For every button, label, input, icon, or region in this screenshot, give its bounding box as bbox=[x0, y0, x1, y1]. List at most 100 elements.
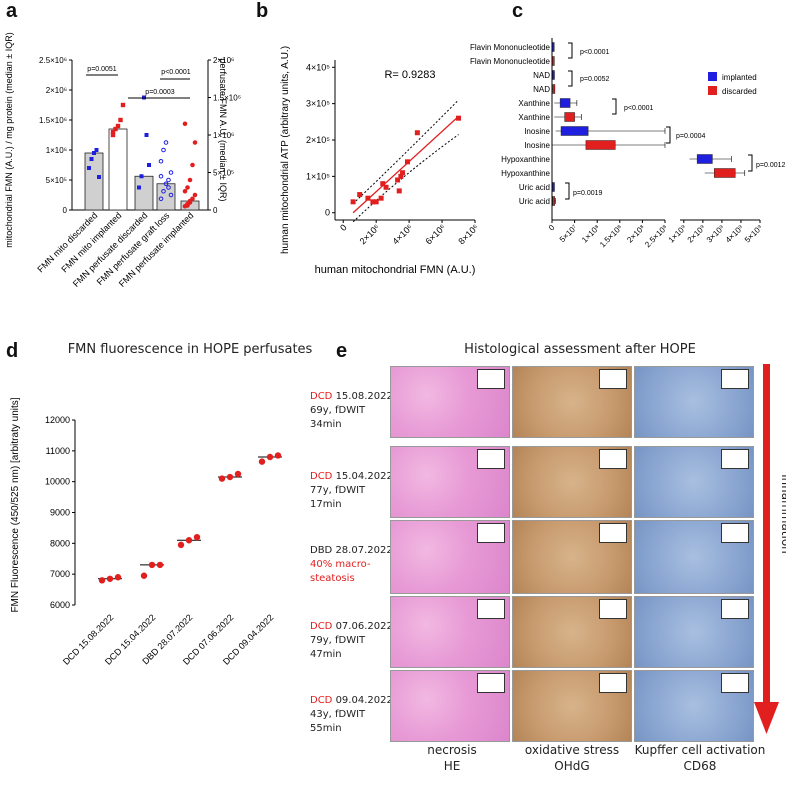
panel-c-xtick-label: 0 bbox=[547, 223, 557, 233]
scale-bar bbox=[599, 673, 627, 693]
column-cd68-line1: Kupffer cell activation bbox=[634, 743, 766, 757]
scale-bar bbox=[599, 523, 627, 543]
panel-c-xtick-label: 5×10⁹ bbox=[743, 223, 765, 245]
panel-a-point bbox=[120, 102, 126, 108]
panel-a-point bbox=[94, 148, 99, 152]
panel-b-point bbox=[365, 195, 371, 201]
panel-e-title: Histological assessment after HOPE bbox=[464, 342, 696, 357]
panel-a-point bbox=[139, 174, 144, 179]
panel-d-point bbox=[226, 473, 234, 481]
histology-row-label: DCD 15.08.2022 69y, fDWIT 34min bbox=[310, 390, 396, 432]
panel-c-row-label: Inosine bbox=[524, 141, 550, 150]
panel-a-point bbox=[190, 196, 195, 202]
panel-c-p3: p<0.0001 bbox=[624, 105, 653, 112]
panel-c-box bbox=[552, 70, 555, 80]
panel-b-point bbox=[396, 188, 402, 194]
panel-b-r-value: R= 0.9283 bbox=[384, 69, 435, 81]
panel-c-row-label: Xanthine bbox=[518, 99, 550, 108]
histology-image-ohdg bbox=[512, 446, 632, 518]
scale-bar bbox=[721, 523, 749, 543]
panel-a-point bbox=[166, 185, 171, 190]
panel-c-row-label: NAD bbox=[533, 71, 550, 80]
panel-a-point bbox=[166, 177, 171, 183]
histology-image-ohdg bbox=[512, 366, 632, 438]
panel-label-c: c bbox=[512, 0, 524, 22]
row-label-line3: steatosis bbox=[310, 573, 355, 584]
panel-a-point bbox=[118, 117, 123, 123]
column-label-cd68: Kupffer cell activation CD68 bbox=[628, 742, 772, 774]
column-cd68-line2: CD68 bbox=[683, 759, 717, 773]
panel-d-point bbox=[140, 572, 148, 579]
row-label-line1: DCD 15.08.2022 bbox=[310, 390, 396, 404]
panel-a-point bbox=[163, 181, 169, 187]
panel-c-box bbox=[560, 126, 589, 136]
panel-a-point bbox=[192, 192, 198, 198]
scale-bar bbox=[477, 449, 505, 469]
panel-d-point bbox=[193, 533, 201, 541]
panel-a-ytick-label: 0 bbox=[63, 206, 68, 215]
scale-bar bbox=[599, 369, 627, 389]
panel-a-point bbox=[110, 132, 116, 138]
panel-d-point bbox=[148, 561, 156, 569]
panel-c-row-label: Inosine bbox=[524, 127, 550, 136]
row-date: 15.08.2022 bbox=[332, 391, 393, 402]
panel-d-point bbox=[156, 561, 164, 569]
scale-bar bbox=[721, 449, 749, 469]
column-label-ohdg: oxidative stress OHdG bbox=[515, 742, 629, 774]
panel-a-y2label: perfusate FMN A.U. (median ± IQR) bbox=[218, 59, 228, 202]
panel-b-point bbox=[400, 170, 406, 176]
panel-c-box bbox=[559, 98, 571, 108]
panel-c-row-label: Flavin Mononucleotide bbox=[470, 43, 551, 52]
legend-discarded-swatch bbox=[708, 86, 717, 95]
panel-c-bracket-hypoxanthine bbox=[748, 154, 753, 172]
histology-row-label: DCD 09.04.2022 43y, fDWIT 55min bbox=[310, 694, 396, 736]
row-donor-type: DCD bbox=[310, 695, 333, 706]
scale-bar bbox=[477, 523, 505, 543]
panel-a-p3: p<0.0001 bbox=[161, 69, 190, 76]
panel-c-box bbox=[552, 182, 555, 192]
panel-b-ytick-label: 4×10⁵ bbox=[306, 62, 330, 72]
panel-a-y2tick-label: 1×10⁶ bbox=[213, 131, 234, 140]
panel-a-y2tick-label: 1.5×10⁶ bbox=[213, 94, 241, 103]
panel-a-point bbox=[158, 158, 164, 164]
panel-a-point bbox=[168, 170, 174, 175]
panel-a-point bbox=[89, 157, 94, 161]
panel-c-p6: p=0.0019 bbox=[573, 190, 602, 197]
panel-a-point bbox=[182, 121, 188, 127]
panel-c-xtick-label: 2×10⁹ bbox=[686, 223, 708, 245]
panel-c-box bbox=[552, 196, 555, 206]
row-label-line1: DBD 28.07.2022 bbox=[310, 544, 396, 558]
scale-bar bbox=[599, 449, 627, 469]
panel-c-xtick-label: 1.5×10⁸ bbox=[598, 223, 624, 249]
panel-a-y2tick-label: 5×10⁵ bbox=[213, 169, 234, 178]
panel-c-bracket-uric bbox=[565, 182, 570, 200]
panel-a-chart: mitochondrial FMN (A.U.) / mg protein (m… bbox=[4, 32, 241, 289]
panel-b-ytick-label: 1×10⁵ bbox=[306, 171, 330, 181]
panel-b-point bbox=[395, 177, 401, 183]
panel-a-point bbox=[192, 140, 198, 145]
panel-b-point bbox=[414, 130, 420, 136]
panel-b-point bbox=[383, 184, 389, 190]
panel-label-e: e bbox=[336, 340, 348, 362]
panel-a-point bbox=[110, 129, 116, 135]
column-ohdg-line2: OHdG bbox=[554, 759, 590, 773]
row-label-line2: 43y, fDWIT 55min bbox=[310, 709, 366, 734]
panel-c-row-label: NAD bbox=[533, 85, 550, 94]
panel-c-bracket-nad bbox=[568, 70, 573, 87]
row-label-line2: 79y, fDWIT 47min bbox=[310, 635, 366, 660]
panel-d-ytick-label: 12000 bbox=[45, 415, 70, 425]
row-date: DBD 28.07.2022 bbox=[310, 545, 393, 556]
panel-d-point bbox=[114, 574, 122, 581]
row-donor-type: DCD bbox=[310, 391, 333, 402]
histology-image-he bbox=[390, 446, 510, 518]
panel-d-point bbox=[218, 475, 226, 482]
column-he-line1: necrosis bbox=[427, 743, 477, 757]
panel-a-bar bbox=[134, 175, 154, 211]
panel-c-bracket-fmn bbox=[568, 42, 573, 59]
column-ohdg-line1: oxidative stress bbox=[524, 743, 620, 757]
panel-a-ytick-label: 5×10⁵ bbox=[46, 176, 67, 185]
panel-b-ytick-label: 2×10⁵ bbox=[306, 135, 330, 145]
panel-b-regression-line bbox=[352, 115, 459, 214]
panel-c-box bbox=[551, 42, 555, 52]
panel-d-ylabel: FMN Fluorescence (450/525 nm) [arbitraty… bbox=[10, 397, 21, 612]
